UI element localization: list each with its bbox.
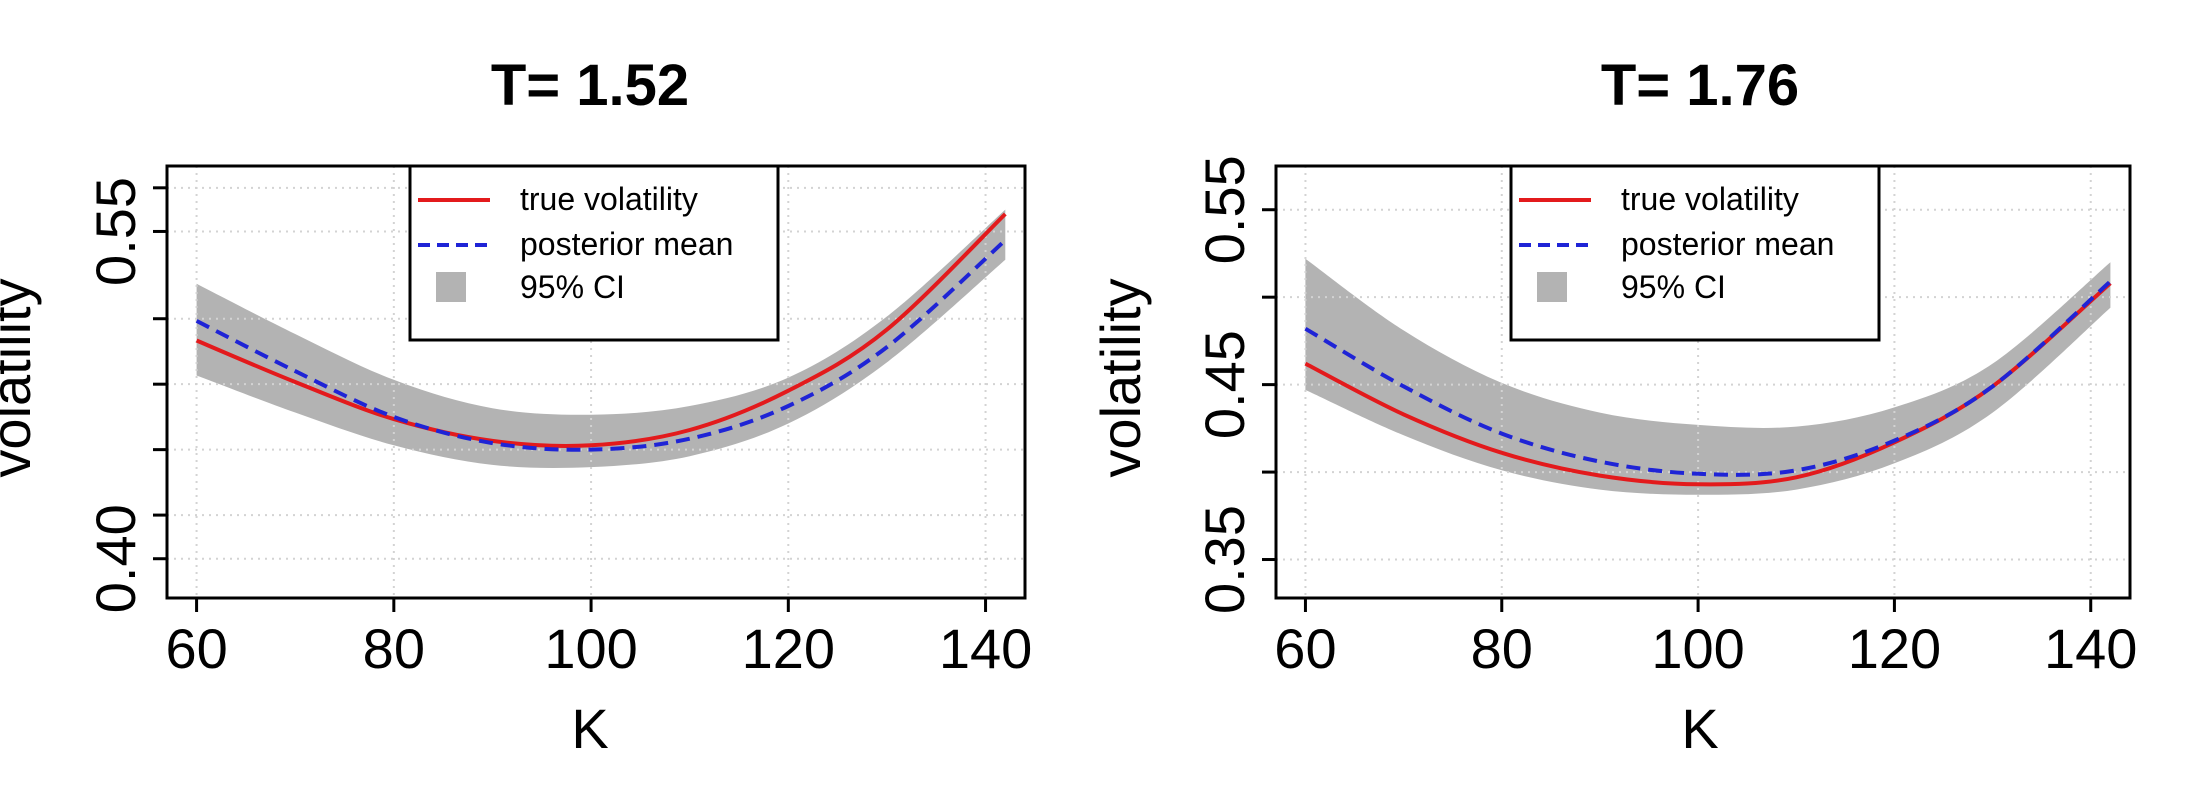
panel-1-y-tick-label: 0.55 [84,177,147,286]
panel-1-legend-box [408,164,780,342]
panel-1-posterior-mean-line [195,238,1007,452]
panel-2-x-tick-label: 100 [1651,617,1744,680]
panel-2-legend-label: 95% CI [1621,269,1726,305]
panel-2-y-tick-label: 0.55 [1193,155,1256,264]
panel-2-legend-box [1509,164,1881,342]
panel-1-title: T= 1.52 [491,53,689,118]
panel-2-x-tick-label: 80 [1471,617,1533,680]
panel-2-title: T= 1.76 [1601,53,1799,118]
panel-1-legend: true volatility posterior mean 95% CI [408,164,780,342]
panel-1-x-tick-label: 80 [363,617,425,680]
panel-2-x-tick-label: 120 [1848,617,1941,680]
panel-2-x-tick-label: 60 [1274,617,1336,680]
panel-1-legend-label: posterior mean [520,226,733,262]
panel-2-y-tick-label: 0.35 [1193,505,1256,614]
panel-2-posterior-mean-line [1304,279,2112,477]
panel-2-y-axis-label: volatility [1089,278,1152,477]
panel-1-x-axis-label: K [571,697,608,760]
panel-1-x-tick-label: 100 [544,617,637,680]
panel-2: T= 1.76 60 80 100 120 140 0.35 0.45 0.55 true v… [1089,53,2137,760]
panel-2-y-tick-label: 0.45 [1193,330,1256,439]
panel-1-legend-ci-swatch [436,272,466,302]
panel-2-true-volatility-line [1304,281,2112,487]
panel-2-x-axis-label: K [1681,697,1718,760]
panel-2-x-tick-label: 140 [2044,617,2137,680]
panel-2-legend: true volatility posterior mean 95% CI [1509,164,1881,342]
panel-1-legend-label: true volatility [520,181,698,217]
panel-2-legend-ci-swatch [1537,272,1567,302]
panel-1-y-axis-label: volatility [0,278,42,477]
panel-1-legend-label: 95% CI [520,269,625,305]
panel-2-legend-label: posterior mean [1621,226,1834,262]
panel-1-x-tick-label: 120 [742,617,835,680]
panel-1-y-tick-label: 0.40 [84,504,147,613]
panel-1-true-volatility-line [195,212,1007,448]
panel-1: T= 1.52 60 80 100 120 140 0.40 0.55 true volat… [0,53,1032,760]
panel-2-legend-label: true volatility [1621,181,1799,217]
panel-1-x-tick-label: 140 [939,617,1032,680]
panel-1-x-tick-label: 60 [165,617,227,680]
panel-1-ci-band [196,209,1006,468]
